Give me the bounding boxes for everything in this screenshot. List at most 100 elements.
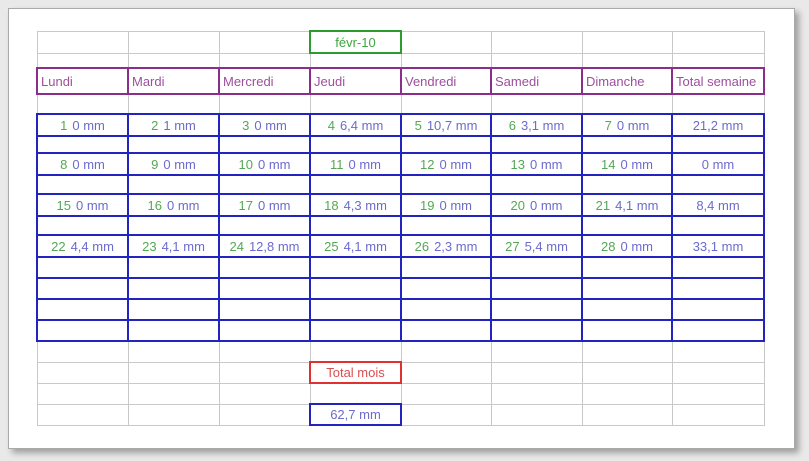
day-number: 12	[420, 156, 435, 172]
sheet-row	[36, 319, 765, 342]
day-number: 25	[324, 238, 339, 254]
empty-cell	[671, 382, 765, 405]
empty-cell	[671, 93, 765, 115]
empty-week-cell	[400, 174, 492, 195]
empty-cell	[127, 340, 220, 363]
empty-week-cell	[309, 256, 402, 279]
empty-cell	[490, 361, 583, 384]
day-rainfall-value: 1 mm	[163, 117, 196, 133]
day-rainfall-value: 10,7 mm	[426, 117, 478, 133]
empty-week-cell	[490, 256, 583, 279]
empty-cell	[581, 30, 673, 54]
empty-week-cell	[309, 298, 402, 321]
day-number: 5	[414, 117, 422, 133]
day-rainfall-value: 0 mm	[529, 156, 563, 172]
day-cell: 15 0 mm	[36, 193, 129, 217]
day-cell: 25 4,1 mm	[309, 234, 402, 258]
empty-week-cell	[581, 298, 673, 321]
day-cell: 13 0 mm	[490, 152, 583, 176]
empty-cell	[490, 93, 583, 115]
empty-week-cell	[36, 135, 129, 154]
empty-cell	[218, 361, 311, 384]
empty-week-cell	[127, 215, 220, 236]
day-rainfall-value: 0 mm	[72, 156, 105, 172]
empty-week-cell	[490, 135, 583, 154]
empty-cell	[490, 30, 583, 54]
empty-week-cell	[671, 298, 765, 321]
empty-week-cell	[490, 277, 583, 300]
day-number: 21	[595, 197, 611, 213]
sheet-row: 62,7 mm	[36, 403, 765, 426]
day-rainfall-value: 0 mm	[163, 156, 196, 172]
day-number: 26	[414, 238, 430, 254]
empty-cell	[490, 340, 583, 363]
empty-cell	[127, 93, 220, 115]
month-cell: févr-10	[309, 30, 402, 54]
empty-week-cell	[36, 215, 129, 236]
day-cell: 5 10,7 mm	[400, 113, 492, 137]
day-header: Samedi	[490, 67, 583, 95]
day-cell: 22 4,4 mm	[36, 234, 129, 258]
empty-cell	[36, 52, 129, 69]
empty-cell	[218, 52, 311, 69]
empty-week-cell	[581, 277, 673, 300]
empty-week-cell	[127, 298, 220, 321]
day-number: 18	[324, 197, 339, 213]
day-number: 3	[242, 117, 250, 133]
empty-week-cell	[309, 174, 402, 195]
empty-cell	[581, 340, 673, 363]
empty-cell	[309, 93, 402, 115]
empty-week-cell	[36, 277, 129, 300]
day-number: 28	[601, 238, 616, 254]
day-header: Lundi	[36, 67, 129, 95]
day-cell: 19 0 mm	[400, 193, 492, 217]
day-number: 14	[601, 156, 616, 172]
empty-cell	[36, 93, 129, 115]
empty-week-cell	[218, 174, 311, 195]
day-rainfall-value: 0 mm	[75, 197, 109, 213]
day-header: Total semaine	[671, 67, 765, 95]
empty-cell	[671, 30, 765, 54]
empty-week-cell	[671, 319, 765, 342]
empty-cell	[671, 361, 765, 384]
day-number: 20	[510, 197, 525, 213]
day-cell: 12 0 mm	[400, 152, 492, 176]
day-cell: 16 0 mm	[127, 193, 220, 217]
sheet-row: 22 4,4 mm 23 4,1 mm 24 12,8 mm 25 4,1 mm 26 2,3 m…	[36, 234, 765, 258]
day-rainfall-value: 0 mm	[439, 156, 472, 172]
empty-week-cell	[581, 215, 673, 236]
day-cell: 21 4,1 mm	[581, 193, 673, 217]
week-total-cell: 21,2 mm	[671, 113, 765, 137]
day-header: Jeudi	[309, 67, 402, 95]
empty-cell	[309, 340, 402, 363]
day-cell: 17 0 mm	[218, 193, 311, 217]
empty-cell	[581, 93, 673, 115]
empty-week-cell	[127, 277, 220, 300]
empty-week-cell	[309, 135, 402, 154]
day-number: 22	[51, 238, 66, 254]
empty-week-cell	[400, 277, 492, 300]
day-number: 23	[142, 238, 157, 254]
empty-cell	[490, 382, 583, 405]
day-rainfall-value: 12,8 mm	[248, 238, 300, 254]
empty-week-cell	[218, 135, 311, 154]
day-cell: 27 5,4 mm	[490, 234, 583, 258]
day-number: 27	[505, 238, 520, 254]
day-number: 10	[238, 156, 253, 172]
day-cell: 14 0 mm	[581, 152, 673, 176]
day-rainfall-value: 0 mm	[257, 197, 291, 213]
day-number: 2	[151, 117, 159, 133]
day-rainfall-value: 0 mm	[166, 197, 200, 213]
day-rainfall-value: 6,4 mm	[339, 117, 384, 133]
day-rainfall-value: 4,1 mm	[615, 197, 659, 213]
day-rainfall-value: 0 mm	[348, 156, 382, 172]
day-rainfall-value: 4,4 mm	[70, 238, 114, 254]
day-cell: 4 6,4 mm	[309, 113, 402, 137]
empty-cell	[400, 30, 492, 54]
day-cell: 28 0 mm	[581, 234, 673, 258]
empty-cell	[127, 403, 220, 426]
day-header: Dimanche	[581, 67, 673, 95]
day-cell: 23 4,1 mm	[127, 234, 220, 258]
